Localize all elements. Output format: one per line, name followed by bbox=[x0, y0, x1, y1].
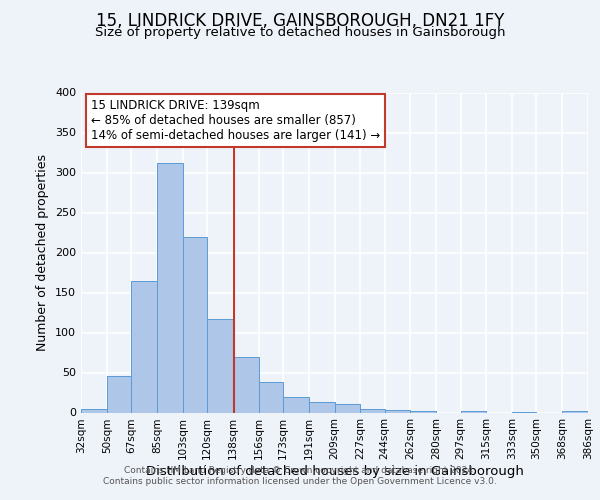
Bar bbox=[410, 411, 436, 412]
Bar bbox=[335, 404, 360, 412]
Bar bbox=[81, 408, 107, 412]
Bar bbox=[157, 163, 182, 412]
Bar bbox=[259, 382, 283, 412]
Bar bbox=[309, 402, 335, 412]
Bar bbox=[360, 408, 385, 412]
Bar bbox=[562, 411, 588, 412]
Bar bbox=[131, 280, 157, 412]
Text: Contains HM Land Registry data © Crown copyright and database right 2024.: Contains HM Land Registry data © Crown c… bbox=[124, 466, 476, 475]
Bar bbox=[107, 376, 131, 412]
Bar bbox=[385, 410, 410, 412]
Bar bbox=[207, 319, 233, 412]
Text: 15 LINDRICK DRIVE: 139sqm
← 85% of detached houses are smaller (857)
14% of semi: 15 LINDRICK DRIVE: 139sqm ← 85% of detac… bbox=[91, 99, 380, 142]
Y-axis label: Number of detached properties: Number of detached properties bbox=[37, 154, 49, 351]
Text: Size of property relative to detached houses in Gainsborough: Size of property relative to detached ho… bbox=[95, 26, 505, 39]
Bar bbox=[283, 396, 309, 412]
Bar bbox=[233, 358, 259, 412]
Text: 15, LINDRICK DRIVE, GAINSBOROUGH, DN21 1FY: 15, LINDRICK DRIVE, GAINSBOROUGH, DN21 1… bbox=[96, 12, 504, 30]
Text: Contains public sector information licensed under the Open Government Licence v3: Contains public sector information licen… bbox=[103, 477, 497, 486]
Bar bbox=[461, 411, 487, 412]
Bar bbox=[182, 238, 207, 412]
X-axis label: Distribution of detached houses by size in Gainsborough: Distribution of detached houses by size … bbox=[146, 465, 523, 478]
